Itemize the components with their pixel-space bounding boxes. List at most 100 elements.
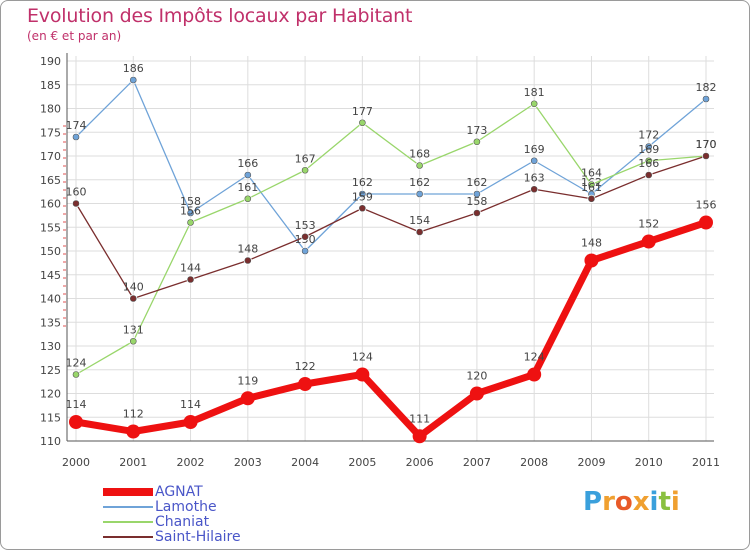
data-label-chaniat: 124 [66, 357, 87, 370]
data-label-saint-hilaire: 170 [696, 138, 717, 151]
data-label-lamothe: 162 [352, 176, 373, 189]
y-tick-label: 180 [40, 103, 61, 116]
y-tick-label: 120 [40, 388, 61, 401]
data-label-saint-hilaire: 158 [466, 195, 487, 208]
data-point-saint-hilaire [645, 171, 653, 179]
data-label-chaniat: 169 [638, 143, 659, 156]
data-label-lamothe: 166 [237, 157, 258, 170]
data-point-saint-hilaire [416, 228, 423, 236]
logo-letter: o [614, 487, 633, 517]
legend-swatch [103, 506, 153, 508]
data-point-saint-hilaire [301, 233, 309, 241]
data-point-agnat [469, 386, 484, 401]
series-line-agnat [72, 219, 710, 440]
data-label-saint-hilaire: 153 [295, 219, 316, 232]
series-line-saint-hilaire [75, 155, 707, 300]
data-point-chaniat [129, 337, 137, 345]
data-label-agnat: 111 [409, 412, 430, 425]
data-label-agnat: 152 [638, 218, 659, 231]
plot-area [67, 56, 706, 441]
data-label-agnat: 122 [295, 360, 316, 373]
y-tick-label: 175 [40, 126, 61, 139]
x-tick-label: 2011 [692, 456, 720, 469]
data-point-lamothe [645, 143, 653, 150]
logo-letter: x [632, 487, 650, 517]
data-label-lamothe: 162 [409, 176, 430, 189]
data-label-agnat: 156 [696, 199, 717, 212]
data-label-saint-hilaire: 161 [581, 181, 602, 194]
data-point-saint-hilaire [72, 200, 80, 207]
series-line-lamothe [75, 79, 707, 252]
data-label-chaniat: 177 [352, 105, 373, 118]
x-tick-label: 2006 [406, 456, 434, 469]
x-tick-label: 2004 [291, 456, 319, 469]
data-point-saint-hilaire [359, 204, 366, 212]
y-tick-label: 165 [40, 174, 61, 187]
data-point-agnat [355, 367, 370, 382]
data-point-chaniat [588, 181, 595, 188]
x-tick-label: 2007 [463, 456, 491, 469]
data-point-saint-hilaire [530, 185, 538, 193]
data-label-agnat: 114 [66, 398, 87, 411]
y-tick-label: 115 [40, 411, 61, 424]
data-label-agnat: 120 [466, 370, 487, 383]
data-point-agnat [641, 234, 656, 249]
data-label-agnat: 119 [237, 374, 258, 387]
data-point-chaniat [416, 162, 423, 169]
y-tick-label: 155 [40, 221, 61, 234]
data-label-lamothe: 162 [466, 176, 487, 189]
data-point-lamothe [702, 95, 710, 103]
logo-letter: i [670, 487, 680, 517]
chart-title: Evolution des Impôts locaux par Habitant [27, 5, 413, 27]
y-tick-label: 130 [40, 340, 61, 353]
legend-swatch [103, 536, 153, 538]
data-point-lamothe [301, 247, 309, 255]
y-tick-label: 150 [40, 245, 61, 258]
x-tick-label: 2009 [577, 456, 605, 469]
data-label-saint-hilaire: 163 [524, 171, 545, 184]
data-label-chaniat: 167 [295, 152, 316, 165]
data-label-agnat: 148 [581, 237, 602, 250]
data-label-saint-hilaire: 140 [123, 281, 144, 294]
data-point-lamothe [187, 209, 194, 217]
data-point-lamothe [129, 76, 137, 84]
data-point-agnat [183, 415, 198, 429]
legend-label: Chaniat [155, 514, 210, 530]
data-label-saint-hilaire: 159 [352, 190, 373, 203]
y-tick-label: 110 [40, 435, 61, 448]
data-label-chaniat: 161 [237, 181, 258, 194]
data-point-chaniat [473, 138, 481, 146]
proxiti-logo: Proxiti [583, 487, 680, 517]
logo-letter: P [583, 487, 603, 517]
data-label-saint-hilaire: 148 [237, 243, 258, 256]
data-label-chaniat: 181 [524, 86, 545, 99]
legend-swatch [103, 521, 153, 523]
data-label-saint-hilaire: 144 [180, 262, 201, 275]
x-tick-label: 2002 [177, 456, 205, 469]
data-label-lamothe: 182 [696, 81, 717, 94]
series-line-chaniat [75, 103, 707, 376]
data-label-agnat: 112 [123, 408, 144, 421]
data-label-chaniat: 170 [696, 138, 717, 151]
data-point-lamothe [473, 190, 481, 198]
data-point-lamothe [72, 133, 80, 141]
x-tick-label: 2005 [348, 456, 376, 469]
data-point-agnat [126, 424, 141, 439]
x-tick-label: 2010 [635, 456, 663, 469]
y-tick-label: 125 [40, 364, 61, 377]
data-label-agnat: 124 [352, 351, 373, 364]
data-point-saint-hilaire [588, 195, 595, 203]
data-label-lamothe: 169 [524, 143, 545, 156]
x-tick-label: 2003 [234, 456, 262, 469]
x-tick-label: 2001 [119, 456, 147, 469]
data-point-agnat [69, 415, 83, 429]
legend-label: AGNAT [155, 484, 203, 500]
data-point-chaniat [359, 119, 366, 127]
y-tick-label: 140 [40, 293, 61, 306]
data-label-chaniat: 156 [180, 205, 201, 218]
data-point-chaniat [187, 219, 194, 226]
data-label-lamothe: 172 [638, 129, 659, 142]
logo-letter: r [602, 487, 615, 517]
